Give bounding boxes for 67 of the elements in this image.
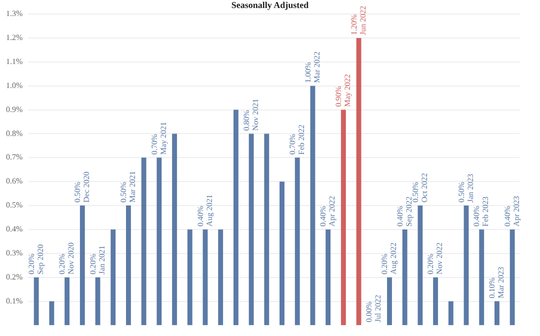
- bar: [34, 277, 39, 326]
- data-label: 0.00% Jul 2022: [364, 294, 383, 322]
- data-label: 0.70% May 2021: [150, 122, 168, 155]
- bar: [387, 277, 392, 326]
- y-tick-label: 1.1%: [6, 56, 23, 66]
- bar: [156, 158, 162, 326]
- bar: [264, 134, 270, 326]
- bar: [64, 277, 70, 326]
- bar: [187, 229, 192, 326]
- data-label: 0.50% Dec 2020: [73, 172, 91, 203]
- bar: [95, 277, 100, 326]
- data-label: 0.20% Aug 2022: [380, 242, 398, 274]
- data-label: 0.40% Apr 2022: [318, 196, 337, 226]
- bar: [233, 110, 238, 326]
- data-label: 0.50% Mar 2021: [119, 171, 138, 203]
- bar: [479, 229, 484, 326]
- bar: [202, 229, 208, 326]
- bar: [248, 134, 254, 326]
- data-label: 0.40% Sep 2022: [395, 196, 414, 226]
- data-label: 0.20% Jan 2021: [88, 246, 106, 274]
- y-tick-label: 0.6%: [6, 176, 23, 186]
- data-label: 0.40% Feb 2023: [472, 196, 490, 226]
- bar: [172, 134, 177, 326]
- bar: [280, 182, 284, 326]
- y-tick-label: 0.9%: [6, 104, 23, 114]
- bar: [510, 229, 515, 326]
- data-label: 1.20% Jun 2022: [349, 6, 368, 35]
- data-label: 0.20% Nov 2020: [58, 242, 76, 274]
- y-tick-label: 0.4%: [6, 224, 23, 234]
- data-label: 0.20% Sep 2020: [26, 244, 45, 274]
- bar: [310, 86, 316, 326]
- y-tick-label: 0.5%: [6, 200, 23, 210]
- bar: [433, 277, 438, 326]
- bar: [464, 206, 469, 326]
- bar: [126, 206, 131, 326]
- chart-subtitle: Seasonally Adjusted: [231, 0, 309, 10]
- bar: [448, 301, 454, 326]
- y-tick-label: 1.0%: [6, 80, 23, 90]
- y-tick-label: 0.2%: [6, 272, 23, 282]
- data-label: 0.50% Oct 2022: [410, 172, 429, 203]
- data-label: 0.40% Aug 2021: [196, 194, 214, 226]
- y-tick-label: 0.7%: [6, 152, 23, 162]
- y-tick-label: 1.2%: [6, 33, 23, 42]
- data-label: 0.70% Feb 2022: [288, 124, 306, 155]
- y-tick-label: 0.1%: [6, 296, 23, 306]
- data-label: 0.20% Nov 2022: [426, 242, 444, 274]
- y-tick-label: 0.8%: [6, 128, 23, 138]
- data-label: 0.90% May 2022: [334, 74, 352, 107]
- bar: [110, 229, 116, 326]
- bar: [294, 158, 300, 326]
- bar: [402, 229, 408, 326]
- bar: [49, 301, 54, 326]
- bar: [80, 206, 85, 326]
- bar: [218, 229, 224, 326]
- data-label: 0.40% Apr 2023: [502, 196, 521, 226]
- bar: [326, 229, 331, 326]
- bar: [494, 301, 500, 326]
- bar: [340, 110, 346, 326]
- data-label: 1.00% Mar 2022: [303, 51, 322, 83]
- data-label: 0.80% Nov 2021: [242, 98, 260, 131]
- bar: [356, 38, 362, 326]
- y-tick-label: 0.3%: [6, 248, 23, 258]
- y-tick-label: 1.3%: [6, 9, 23, 18]
- data-label: 0.10% Mar 2023: [488, 266, 506, 298]
- bar: [418, 206, 423, 326]
- data-label: 0.50% Jan 2023: [456, 174, 475, 203]
- bar: [141, 158, 146, 326]
